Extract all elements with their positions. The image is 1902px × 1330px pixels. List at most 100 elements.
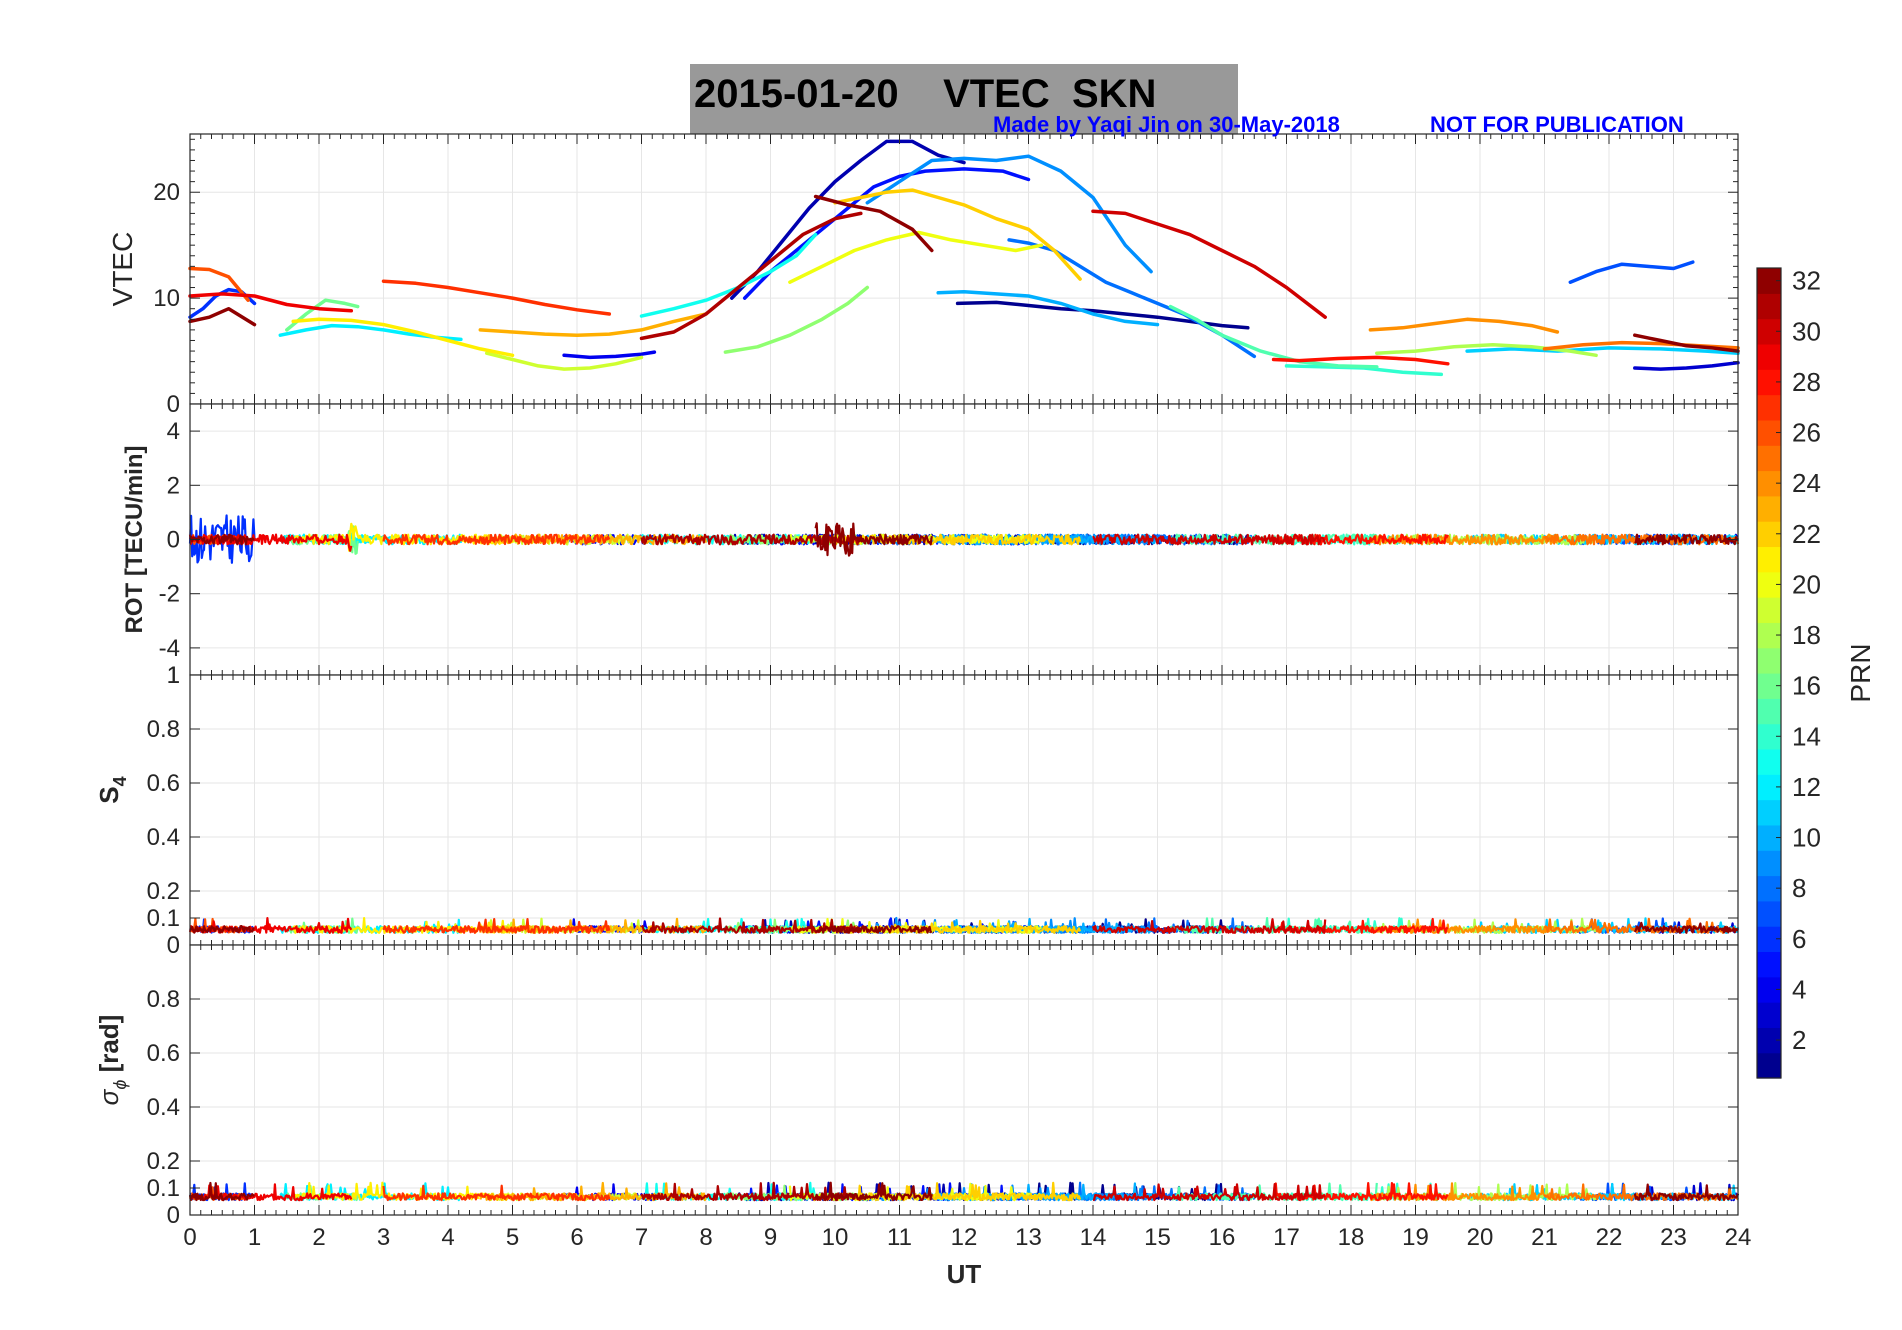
colorbar-level-7 (1757, 900, 1781, 927)
y-tick-label: 0.2 (147, 1148, 180, 1175)
s4-series-prn-32 (189, 924, 255, 934)
rot-series-prn-25 (1543, 533, 1740, 546)
s4-series-prn-31 (640, 917, 862, 934)
x-tick-label: 14 (1080, 1224, 1107, 1251)
vtec-series-prn-29 (188, 292, 354, 313)
colorbar-tick-label: 2 (1792, 1025, 1806, 1055)
x-tick-label: 20 (1467, 1224, 1494, 1251)
vtec-series-prn-5 (742, 167, 1031, 300)
colorbar-level-31 (1757, 293, 1781, 320)
x-tick-label: 8 (699, 1224, 712, 1251)
colorbar-tick-label: 8 (1792, 873, 1806, 903)
rot-series-prn-30 (1092, 533, 1327, 546)
y-tick-label: 20 (153, 179, 180, 206)
y-tick-label: 0.8 (147, 716, 180, 743)
series-group (188, 139, 1740, 377)
y-tick-label: -4 (159, 635, 180, 662)
colorbar-tick-label: 10 (1792, 823, 1821, 853)
colorbar-level-27 (1757, 394, 1781, 421)
x-tick-label: 16 (1209, 1224, 1236, 1251)
y-tick-label: 0.2 (147, 878, 180, 905)
s4-series-prn-30 (1091, 918, 1327, 934)
vtec-series-prn-11 (1465, 346, 1740, 355)
rot-series-prn-32 (189, 533, 255, 546)
sigma_phi-series-prn-32 (814, 1181, 933, 1202)
y-axis-label: ROT [TECU/min] (121, 446, 148, 634)
x-tick-label: 24 (1725, 1224, 1752, 1251)
colorbar-level-3 (1757, 1002, 1781, 1028)
series-group (188, 1181, 1740, 1202)
colorbar-level-13 (1757, 748, 1781, 775)
vtec-series-prn-4 (562, 350, 657, 360)
vtec-series-prn-30 (1091, 209, 1327, 319)
vtec-series-prn-2 (730, 139, 966, 300)
colorbar-tick-label: 18 (1792, 620, 1821, 650)
vtec-series-prn-15 (1168, 304, 1379, 369)
vtec-series-prn-28 (1271, 355, 1450, 366)
x-tick-label: 5 (506, 1224, 519, 1251)
x-tick-label: 9 (764, 1224, 777, 1251)
colorbar-tick-label: 30 (1792, 316, 1821, 346)
panel-rot: -4 -2 0 2 4 ROT [TECU/min] (121, 403, 1740, 676)
s4-series-prn-32 (815, 925, 933, 934)
x-tick-label: 17 (1273, 1224, 1300, 1251)
credit-text: Made by Yaqi Jin on 30-May-2018 (993, 112, 1340, 137)
vtec-series-prn-18 (1375, 342, 1598, 358)
colorbar-tick-label: 6 (1792, 924, 1806, 954)
y-axis-label: σϕ [rad] (94, 1015, 130, 1106)
title-station: SKN (1071, 72, 1157, 116)
vtec-series-prn-32 (188, 306, 257, 327)
rot-series-prn-32 (1634, 533, 1739, 546)
x-tick-label: 0 (183, 1224, 196, 1251)
y-tick-label: 0 (167, 391, 180, 418)
y-tick-label: 0.1 (147, 1175, 180, 1202)
y-tick-label: 2 (167, 472, 180, 499)
y-tick-label: 0.6 (147, 1040, 180, 1067)
title-date: 2015-01-20 (694, 72, 899, 116)
vtec-series-prn-20 (788, 230, 1044, 284)
colorbar-level-11 (1757, 799, 1781, 826)
vtec-series-prn-24 (1368, 317, 1560, 334)
y-tick-label: 0 (167, 1202, 180, 1229)
colorbar-level-25 (1757, 445, 1781, 472)
y-tick-label: 0.4 (147, 824, 180, 851)
vtec-series-prn-21 (291, 317, 515, 358)
colorbar-level-5 (1757, 951, 1781, 978)
colorbar-tick-label: 20 (1792, 569, 1821, 599)
colorbar-tick-label: 26 (1792, 418, 1821, 448)
colorbar-level-23 (1757, 495, 1781, 522)
panel-vtec: 0 10 20 VTEC (107, 133, 1740, 418)
series-group (188, 916, 1740, 934)
x-tick-label: 19 (1402, 1224, 1429, 1251)
x-tick-label: 22 (1596, 1224, 1623, 1251)
rot-series-prn-6 (188, 514, 256, 564)
vtec-series-prn-32 (813, 194, 934, 253)
s4-series-prn-32 (1633, 921, 1739, 934)
vtec-series-prn-7 (1568, 260, 1695, 284)
sigma_phi-series-prn-27 (382, 1184, 611, 1202)
vtec-series-prn-9 (865, 154, 1153, 274)
rot-series-prn-22 (834, 533, 1082, 546)
vtec-series-prn-32 (1633, 333, 1740, 353)
x-tick-label: 2 (312, 1224, 325, 1251)
x-tick-label: 7 (635, 1224, 648, 1251)
rot-series-prn-18 (1375, 533, 1598, 546)
y-tick-label: 0.1 (147, 905, 180, 932)
x-tick-label: 18 (1338, 1224, 1365, 1251)
colorbar-level-15 (1757, 698, 1781, 725)
sigma_phi-series-prn-32 (188, 1181, 255, 1202)
sigma_phi-series-prn-32 (1633, 1183, 1740, 1202)
figure-title: 2015-01-20 VTEC SKN (690, 72, 1242, 117)
colorbar-tick-label: 24 (1792, 468, 1821, 498)
x-tick-label: 12 (951, 1224, 978, 1251)
y-tick-label: 1 (167, 662, 180, 689)
colorbar-tick-label: 28 (1792, 367, 1821, 397)
x-tick-label: 11 (887, 1224, 912, 1251)
colorbar-tick-label: 22 (1792, 519, 1821, 549)
x-axis-label: UT (947, 1259, 982, 1289)
x-tick-label: 21 (1531, 1224, 1558, 1251)
rot-series-prn-27 (382, 533, 611, 546)
colorbar-tick-label: 32 (1792, 266, 1821, 296)
y-tick-label: 10 (153, 285, 180, 312)
